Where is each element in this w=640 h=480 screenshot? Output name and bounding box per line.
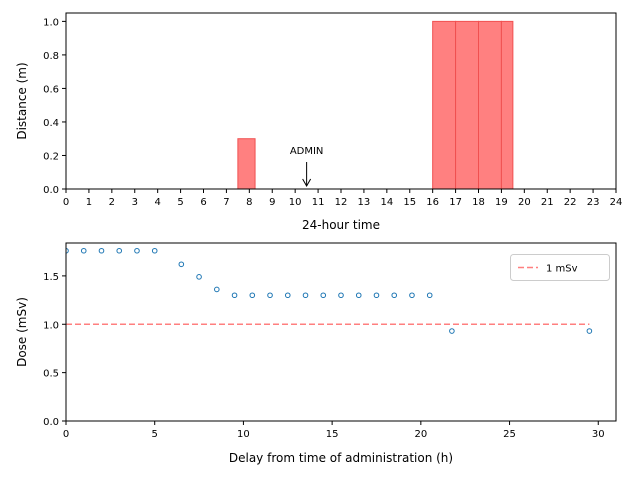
y-tick-label: 0.2 xyxy=(43,151,59,162)
x-tick-label: 4 xyxy=(154,197,160,208)
x-tick-label: 19 xyxy=(495,197,508,208)
x-tick-label: 20 xyxy=(518,197,531,208)
x-tick-label: 22 xyxy=(564,197,577,208)
x-tick-label: 14 xyxy=(380,197,393,208)
x-tick-label: 9 xyxy=(269,197,275,208)
x-tick-label: 2 xyxy=(109,197,115,208)
x-tick-label: 10 xyxy=(237,429,250,440)
x-tick-label: 17 xyxy=(449,197,462,208)
y-tick-label: 1.0 xyxy=(43,320,59,331)
x-tick-label: 12 xyxy=(335,197,348,208)
dose-point xyxy=(373,292,380,299)
dose-point xyxy=(98,247,105,254)
x-tick-label: 7 xyxy=(223,197,229,208)
axes-frame xyxy=(65,242,617,422)
dose-point xyxy=(409,292,415,299)
legend: 1 mSv xyxy=(510,254,610,281)
dose-point xyxy=(391,292,398,299)
y-tick-label: 0.5 xyxy=(43,369,59,380)
legend-box xyxy=(510,254,610,281)
axes-frame xyxy=(65,12,617,190)
y-tick-label: 1.5 xyxy=(43,272,59,283)
x-tick-label: 6 xyxy=(200,197,206,208)
x-tick-label: 0 xyxy=(63,429,69,440)
dose-point xyxy=(134,247,140,254)
x-tick-label: 3 xyxy=(132,197,138,208)
x-tick-label: 15 xyxy=(326,429,339,440)
annotation-arrow-head xyxy=(302,178,312,188)
x-tick-label: 25 xyxy=(503,429,516,440)
dose-point xyxy=(231,292,238,299)
x-tick-label: 30 xyxy=(592,429,605,440)
x-tick-label: 21 xyxy=(541,197,554,208)
legend-label: 1 mSv xyxy=(546,264,578,275)
x-tick-label: 13 xyxy=(358,197,371,208)
distance-bar-4 xyxy=(500,20,514,190)
dose-plot-area xyxy=(66,247,593,334)
x-tick-label: 0 xyxy=(63,197,69,208)
dose-point xyxy=(302,292,309,299)
distance-bar-2 xyxy=(455,20,480,190)
dose-point xyxy=(320,292,327,299)
dose-point xyxy=(116,247,123,254)
y-tick-label: 0.8 xyxy=(43,51,59,62)
dose-point xyxy=(80,247,87,254)
x-tick-label: 18 xyxy=(472,197,485,208)
x-axis-label: Delay from time of administration (h) xyxy=(229,451,453,465)
x-tick-label: 24 xyxy=(610,197,623,208)
dose-point xyxy=(196,274,202,280)
x-tick-label: 5 xyxy=(177,197,183,208)
annotation-label: ADMIN xyxy=(290,146,324,157)
dose-point xyxy=(214,286,220,293)
x-tick-label: 11 xyxy=(312,197,325,208)
dose-point xyxy=(586,328,593,334)
distance-bar-1 xyxy=(432,20,457,190)
x-tick-label: 10 xyxy=(289,197,302,208)
y-axis-label: Dose (mSv) xyxy=(15,297,29,367)
distance-bar-3 xyxy=(478,20,502,190)
dose-point xyxy=(249,292,256,299)
y-tick-label: 0.6 xyxy=(43,84,59,95)
y-tick-label: 0.0 xyxy=(43,417,59,428)
x-tick-label: 5 xyxy=(152,429,158,440)
y-tick-label: 0.0 xyxy=(43,185,59,196)
dose-point xyxy=(338,292,344,299)
x-tick-label: 20 xyxy=(414,429,427,440)
distance-bar-0 xyxy=(237,138,256,190)
x-tick-label: 1 xyxy=(86,197,92,208)
x-axis-label: 24-hour time xyxy=(302,218,380,232)
x-tick-label: 15 xyxy=(403,197,416,208)
dose-chart: 0 5 10 15 20 25 30 0.0 0.5 1.0 1.5 Delay from time … xyxy=(15,242,617,465)
dose-point xyxy=(151,247,158,254)
x-tick-label: 23 xyxy=(587,197,600,208)
y-axis-label: Distance (m) xyxy=(15,62,29,139)
dose-point xyxy=(449,328,455,334)
y-tick-label: 0.4 xyxy=(43,118,59,129)
dose-point xyxy=(284,292,291,299)
x-tick-label: 16 xyxy=(426,197,439,208)
dose-point xyxy=(355,292,362,299)
dose-point xyxy=(178,261,185,268)
y-tick-label: 1.0 xyxy=(43,17,59,28)
dose-point xyxy=(267,292,273,299)
x-tick-label: 8 xyxy=(246,197,252,208)
dose-point xyxy=(426,292,433,299)
